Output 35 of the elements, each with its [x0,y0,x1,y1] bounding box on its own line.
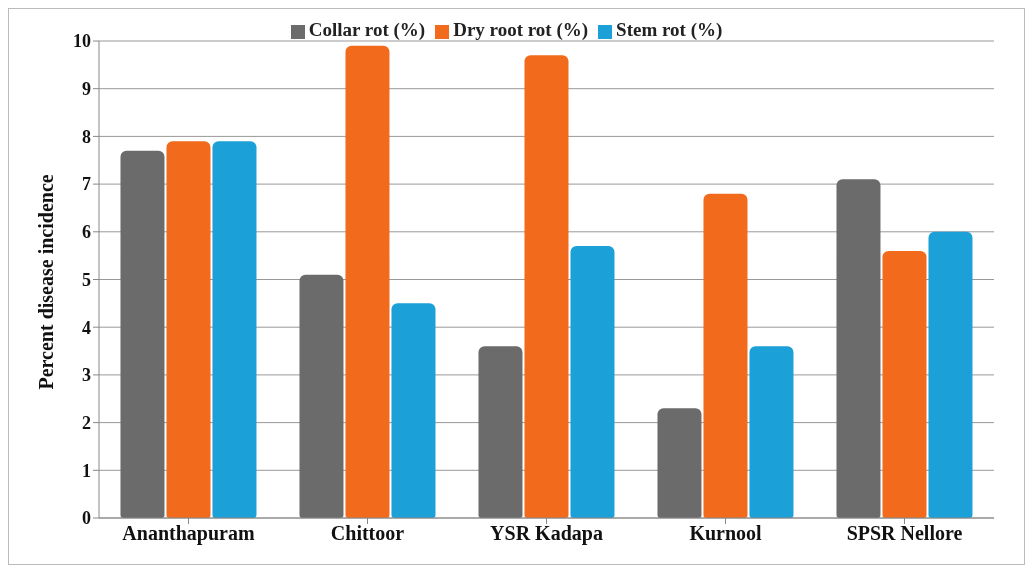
bar [299,274,344,518]
legend-label: Stem rot (%) [616,19,723,40]
y-tick-label: 3 [82,365,91,386]
legend-label: Dry root rot (%) [453,19,589,40]
y-tick-label: 7 [82,174,91,195]
bar [882,250,927,518]
bar [166,141,211,518]
y-axis-title: Percent disease incidence [35,174,58,390]
x-tick-label: YSR Kadapa [490,522,603,546]
bar [928,231,973,518]
x-tick-label: Ananthapuram [122,522,255,546]
y-tick-label: 9 [82,79,91,100]
bar [120,150,165,518]
legend-label: Collar rot (%) [308,19,426,40]
y-tick-label: 4 [82,317,91,338]
bar [703,193,748,518]
bar [391,303,436,518]
y-tick-label: 0 [82,508,91,529]
bar [836,179,881,518]
x-tick-label: SPSR Nellore [846,522,963,545]
y-tick-label: 1 [82,460,91,481]
y-tick-label: 8 [82,126,91,147]
x-tick-label: Kurnool [689,522,763,545]
y-tick-label: 2 [82,412,91,433]
y-tick-label: 6 [82,222,91,243]
bar [749,346,794,518]
y-tick-label: 5 [82,269,91,290]
bar [524,55,569,518]
x-tick-label: Chittoor [330,522,405,545]
bar [570,246,615,518]
bar [478,346,523,518]
bar [345,45,390,518]
bar [212,141,257,518]
bar [657,408,702,518]
y-tick-label: 10 [73,31,91,52]
